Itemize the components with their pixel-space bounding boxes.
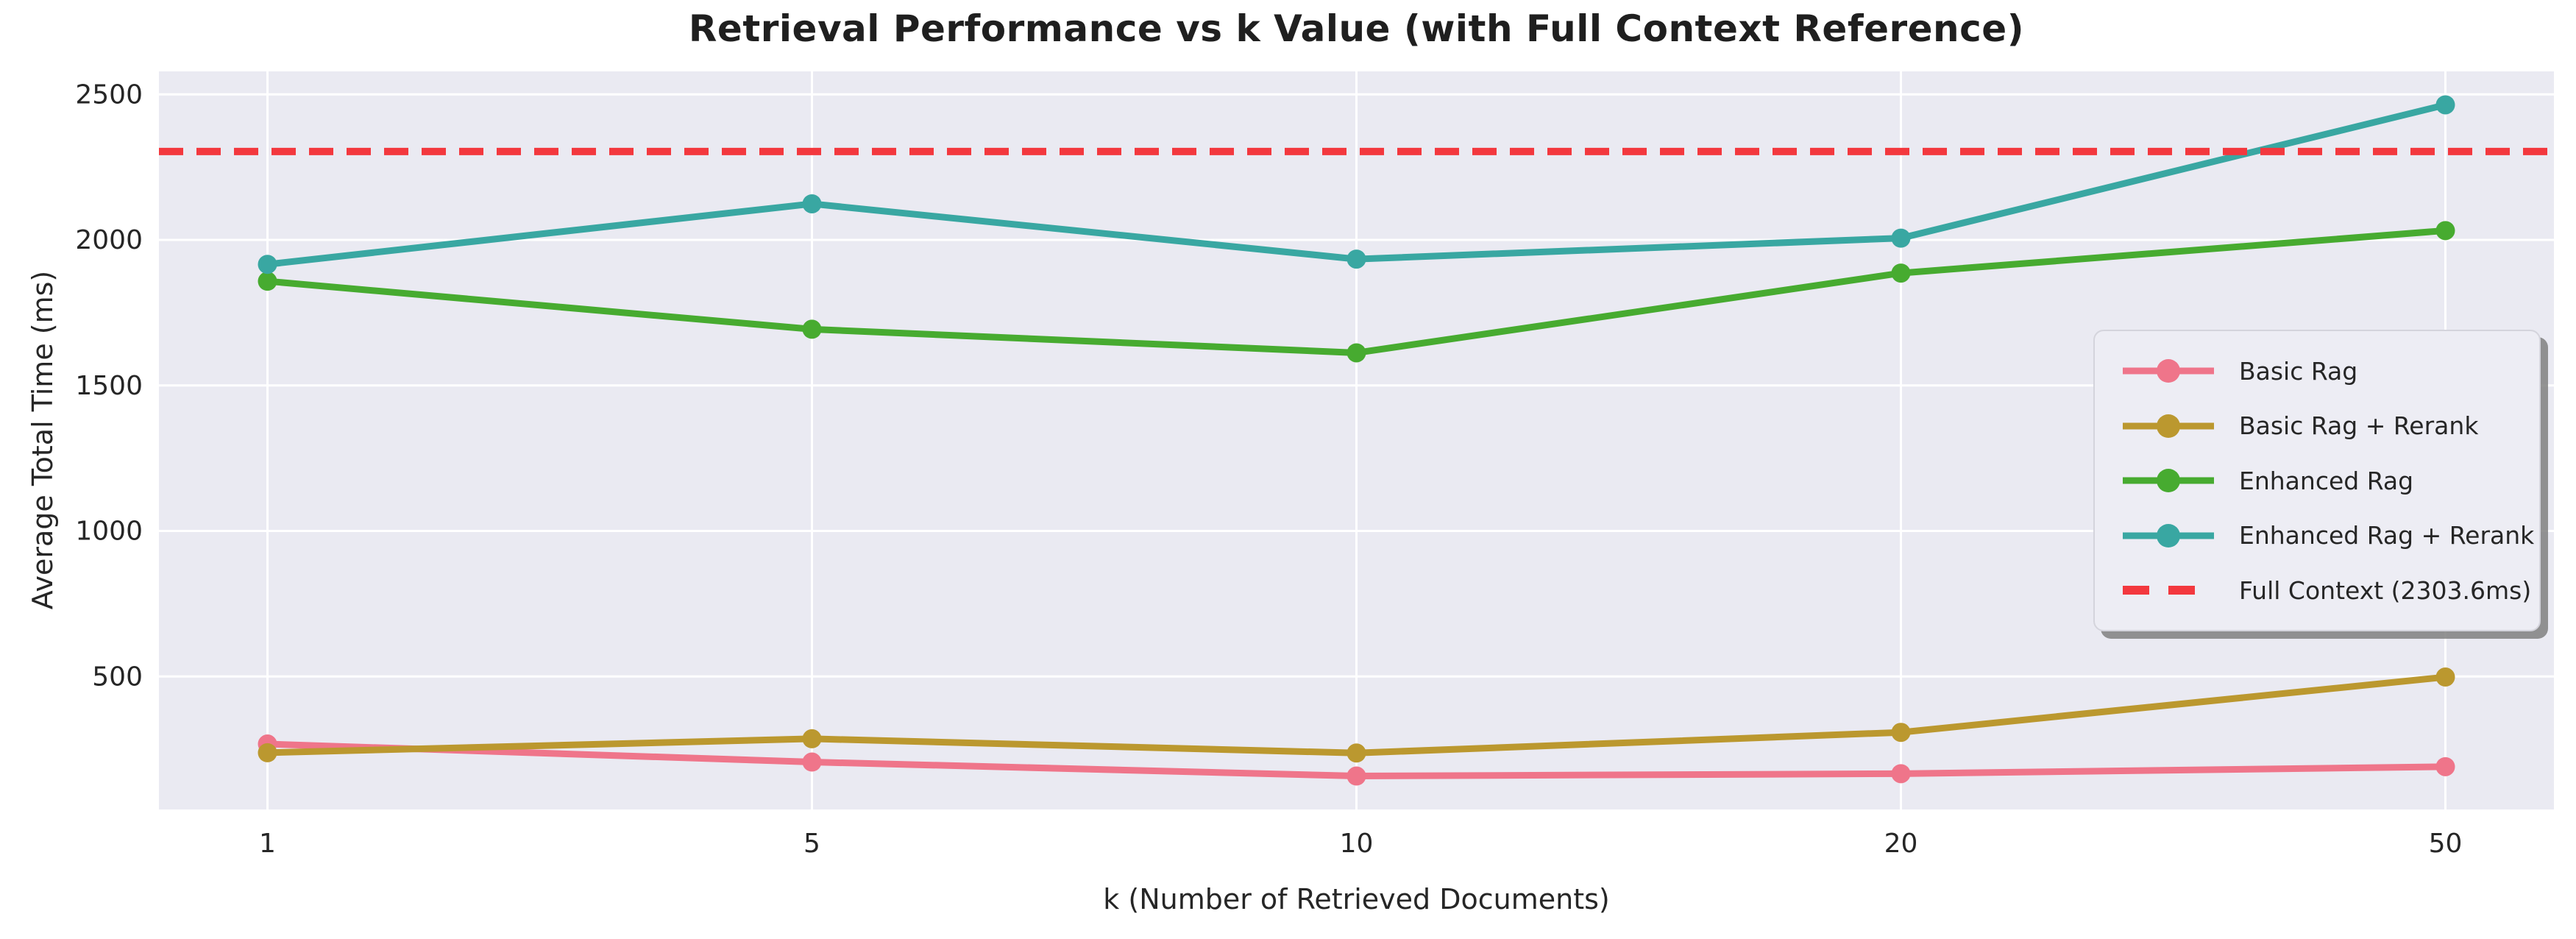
data-point-basic-rag-rerank — [1891, 723, 1911, 743]
y-tick-label: 1000 — [75, 517, 143, 547]
data-point-enhanced-rag-rerank — [802, 194, 822, 213]
data-point-basic-rag — [1346, 766, 1366, 786]
legend-label: Basic Rag — [2239, 356, 2358, 386]
data-point-enhanced-rag — [1346, 343, 1366, 363]
legend-label: Enhanced Rag + Rerank — [2239, 521, 2535, 550]
x-axis-label: k (Number of Retrieved Documents) — [1103, 883, 1610, 915]
data-point-enhanced-rag-rerank — [1891, 228, 1911, 248]
data-point-basic-rag-rerank — [2435, 667, 2455, 687]
line-marker-swatch-icon — [2123, 359, 2214, 383]
legend-item-full-context-2303-6ms: Full Context (2303.6ms) — [2120, 567, 2531, 614]
data-point-enhanced-rag-rerank — [2435, 95, 2455, 115]
data-point-basic-rag — [2435, 756, 2455, 776]
legend-item-basic-rag-rerank: Basic Rag + Rerank — [2120, 403, 2514, 450]
data-point-basic-rag-rerank — [258, 743, 277, 762]
legend-item-basic-rag: Basic Rag — [2120, 347, 2514, 394]
dashed-line-swatch-icon — [2123, 586, 2214, 595]
chart-title: Retrieval Performance vs k Value (with F… — [688, 7, 2025, 50]
line-marker-swatch-icon — [2123, 523, 2214, 548]
y-tick-label: 2000 — [75, 225, 143, 255]
data-point-enhanced-rag — [802, 319, 822, 339]
data-point-enhanced-rag — [1891, 263, 1911, 283]
legend-label: Basic Rag + Rerank — [2239, 411, 2479, 440]
x-tick-label: 50 — [2429, 829, 2463, 859]
y-axis-label: Average Total Time (ms) — [26, 270, 59, 610]
data-point-enhanced-rag-rerank — [258, 255, 277, 274]
legend: Basic Rag Basic Rag + Rerank Enhanced Rag E… — [2093, 330, 2541, 631]
x-tick-label: 5 — [803, 829, 820, 859]
x-tick-label: 10 — [1340, 829, 1374, 859]
x-tick-label: 1 — [259, 829, 276, 859]
data-point-basic-rag — [1891, 764, 1911, 784]
y-tick-label: 2500 — [75, 79, 143, 110]
legend-label: Enhanced Rag — [2239, 466, 2414, 495]
y-tick-label: 500 — [92, 662, 143, 692]
legend-label: Full Context (2303.6ms) — [2239, 575, 2532, 605]
data-point-enhanced-rag — [258, 272, 277, 291]
x-tick-label: 20 — [1884, 829, 1918, 859]
y-tick-label: 1500 — [75, 371, 143, 401]
legend-item-enhanced-rag-rerank: Enhanced Rag + Rerank — [2120, 512, 2534, 559]
legend-item-enhanced-rag: Enhanced Rag — [2120, 457, 2514, 504]
line-marker-swatch-icon — [2123, 414, 2214, 438]
data-point-basic-rag-rerank — [1346, 743, 1366, 763]
data-point-basic-rag — [802, 752, 822, 772]
data-point-enhanced-rag-rerank — [1346, 249, 1366, 269]
line-marker-swatch-icon — [2123, 469, 2214, 492]
data-point-enhanced-rag — [2435, 221, 2455, 241]
data-point-basic-rag-rerank — [802, 729, 822, 748]
